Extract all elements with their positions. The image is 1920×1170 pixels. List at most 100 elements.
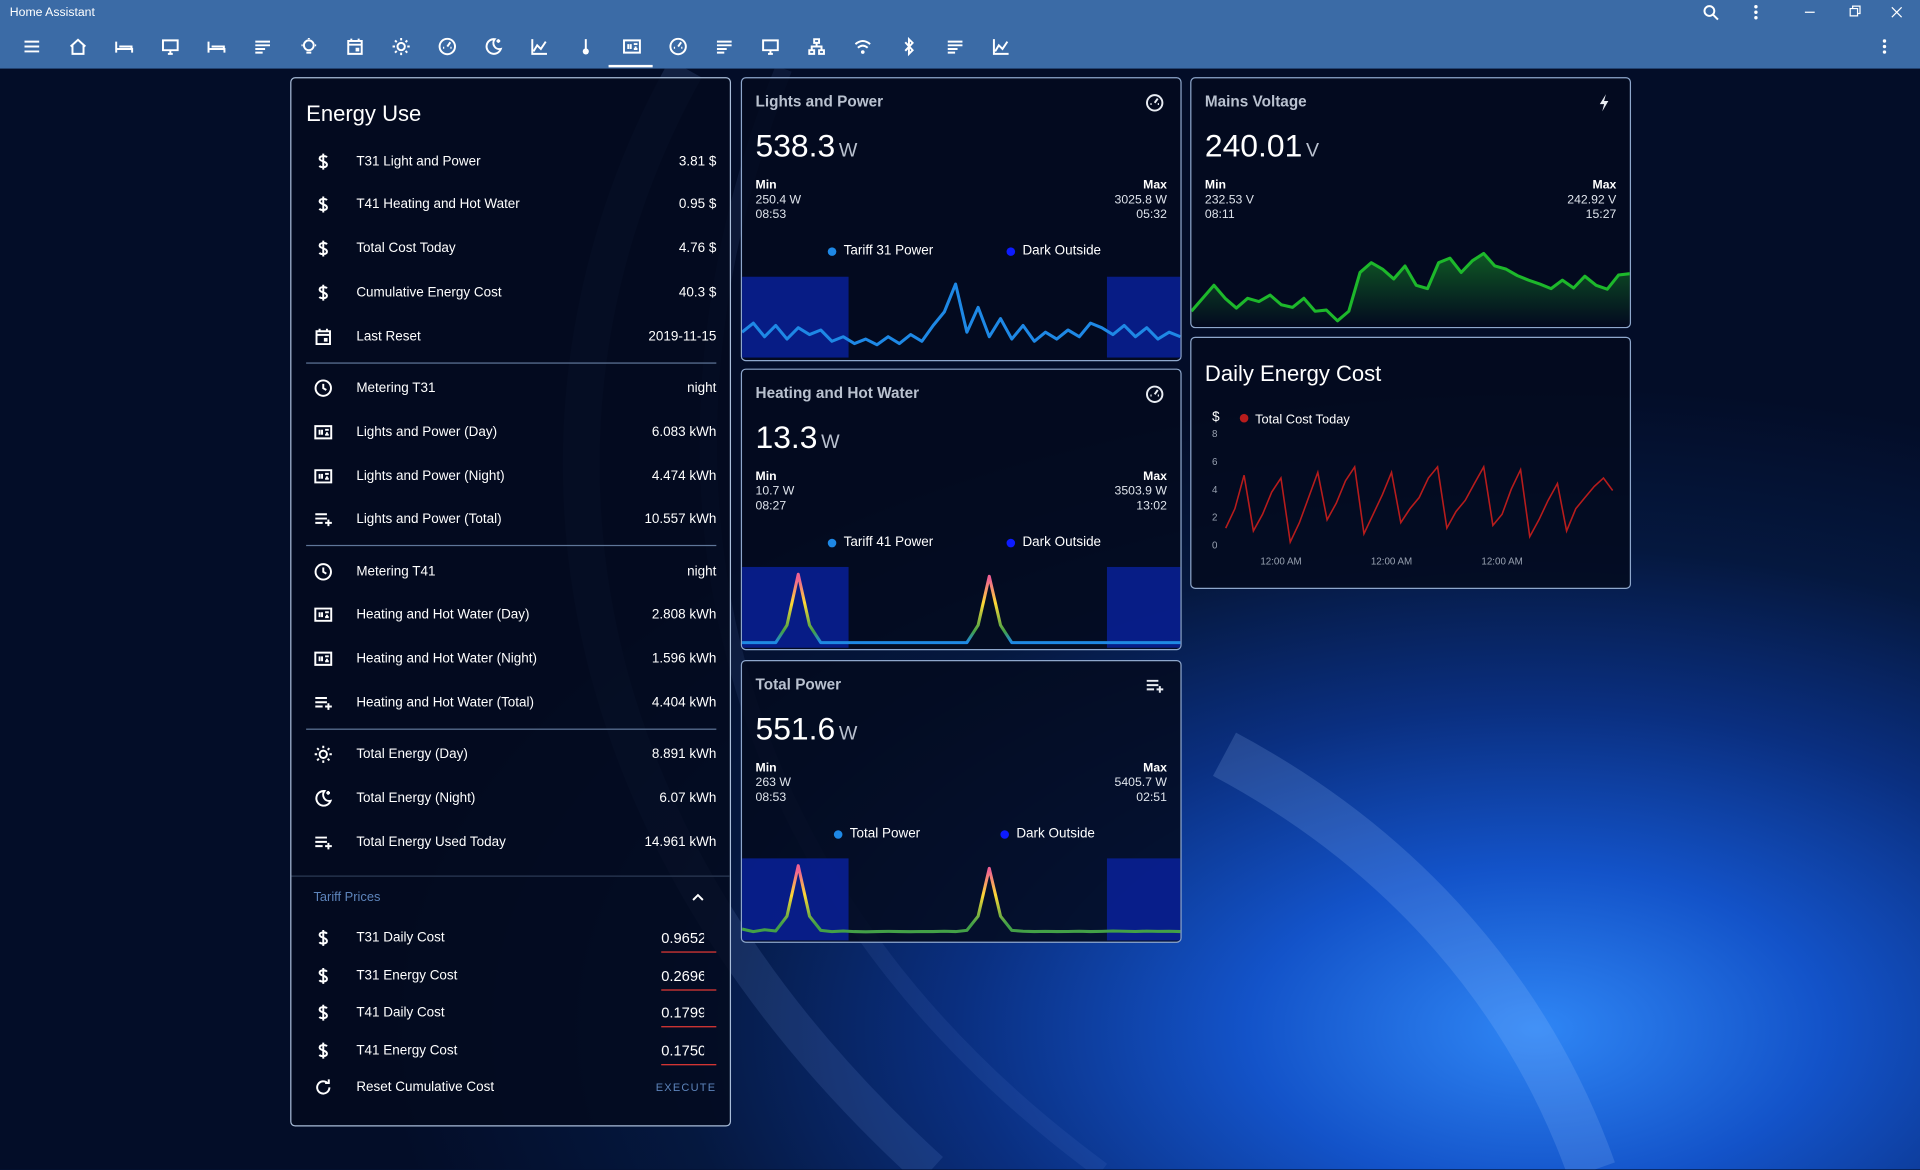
toolbar-tab[interactable] (762, 39, 779, 55)
sparkline (742, 276, 1181, 358)
toolbar-tab[interactable] (669, 37, 687, 56)
legend-label: Tariff 31 Power (843, 243, 934, 259)
number-input[interactable]: 0.1750 (661, 1040, 717, 1066)
legend-label: Total Power (849, 826, 921, 842)
divider (306, 728, 717, 730)
search-button[interactable] (1703, 5, 1719, 21)
dark-outside-shade (1106, 566, 1181, 648)
toolbar-tab[interactable] (69, 38, 87, 55)
row-label: T41 Energy Cost (356, 1043, 458, 1058)
toolbar-tab[interactable] (582, 39, 589, 55)
dark-outside-shade (1106, 858, 1181, 941)
collapse-toggle[interactable] (688, 888, 708, 908)
row-label: Cumulative Energy Cost (356, 285, 502, 301)
icon-stroke (315, 836, 332, 850)
y-tick-label: 0 (1212, 541, 1218, 552)
icon (315, 513, 332, 527)
toolbar-tab[interactable] (854, 40, 871, 54)
window-menu[interactable] (1754, 5, 1758, 20)
toolbar-tab[interactable] (24, 40, 40, 53)
row-label: Total Energy (Night) (356, 791, 476, 806)
icon-stroke (316, 1080, 331, 1095)
icon-fill (1754, 16, 1758, 20)
current-value: 538.3 W (756, 127, 858, 165)
icon (315, 790, 333, 807)
overflow-menu[interactable] (1882, 39, 1887, 54)
toolbar-tab[interactable] (162, 39, 179, 55)
icon-stroke (315, 513, 332, 527)
window-control[interactable] (1849, 5, 1861, 17)
row-value: 8.891 kWh (651, 746, 717, 762)
toolbar-tab[interactable] (115, 41, 134, 53)
y-tick-label: 2 (1212, 513, 1217, 524)
icon-stroke (1146, 679, 1164, 693)
toolbar-tab[interactable] (255, 40, 271, 54)
legend-label: Tariff 41 Power (843, 535, 934, 550)
toolbar-tab[interactable] (392, 37, 410, 56)
icon-stroke (162, 39, 179, 55)
row-label: Heating and Hot Water (Night) (356, 651, 537, 667)
toolbar-tab[interactable] (716, 40, 732, 54)
sparkline-line (742, 282, 1181, 347)
icon (316, 1079, 331, 1095)
icon-stroke (396, 41, 406, 52)
sparkline-line (742, 864, 1181, 934)
icon-stroke (314, 563, 332, 581)
max-label: Max (1592, 178, 1617, 193)
toolbar-tab[interactable] (347, 38, 363, 55)
icon-stroke (24, 40, 40, 53)
row-label: Total Energy (Day) (356, 746, 468, 762)
toolbar-tab[interactable] (904, 36, 914, 57)
row-value: night (687, 564, 717, 580)
icon-stroke (315, 696, 332, 710)
min-time: 08:11 (1204, 208, 1235, 222)
card-icon (1146, 385, 1164, 403)
icon-stroke (301, 37, 317, 54)
dark-outside-shade (1106, 276, 1181, 358)
legend-dot (1239, 413, 1249, 423)
icon-stroke (255, 40, 271, 54)
sensor-card: Lights and Power 538.3 W Min 250.4 W 08:53 Max… (740, 77, 1182, 362)
icon-fill (1599, 94, 1609, 112)
row-label: Total Cost Today (356, 241, 456, 256)
unit: W (838, 140, 858, 162)
toolbar-tab[interactable] (301, 37, 317, 54)
toolbar-tab[interactable] (438, 37, 457, 56)
toolbar-tab[interactable] (485, 38, 503, 55)
toolbar-tab[interactable] (531, 39, 547, 55)
icon (318, 240, 328, 257)
current-value: 13.3 W (756, 419, 840, 457)
row-value: 4.404 kWh (651, 695, 717, 711)
toolbar-tab[interactable] (207, 41, 226, 53)
icon-stroke (392, 37, 410, 56)
legend-dot (1000, 830, 1009, 839)
toolbar-tab[interactable] (947, 40, 963, 54)
number-input[interactable]: 0.1799 (661, 1002, 717, 1028)
window-control[interactable] (1891, 6, 1903, 18)
icon-stroke (438, 37, 457, 56)
card-title: Lights and Power (755, 93, 884, 111)
icon-stroke (314, 745, 332, 763)
icon-fill (1754, 5, 1758, 9)
execute-button[interactable]: EXECUTE (655, 1081, 717, 1094)
header (0, 0, 1920, 69)
min-time: 08:27 (755, 499, 787, 514)
row-label: Heating and Hot Water (Total) (356, 695, 535, 711)
number-input[interactable]: 0.9652 (661, 927, 717, 953)
max-value: 242.92 V (1567, 193, 1617, 207)
toolbar-tab[interactable] (992, 39, 1009, 55)
toolbar-tab[interactable] (623, 39, 641, 54)
icon-stroke (716, 40, 732, 54)
toolbar-tab[interactable] (808, 38, 825, 55)
max-time: 02:51 (1136, 791, 1167, 805)
card-icon (1146, 94, 1164, 112)
min-time: 08:53 (755, 791, 787, 805)
divider (291, 875, 730, 877)
row-value: 1.596 kWh (651, 651, 717, 667)
sensor-card: Heating and Hot Water 13.3 W Min 10.7 W 08:27… (740, 368, 1182, 651)
icon (314, 469, 333, 484)
row-value: 4.76 $ (678, 241, 717, 256)
number-input[interactable]: 0.2696 (661, 965, 717, 991)
min-label: Min (755, 178, 777, 193)
